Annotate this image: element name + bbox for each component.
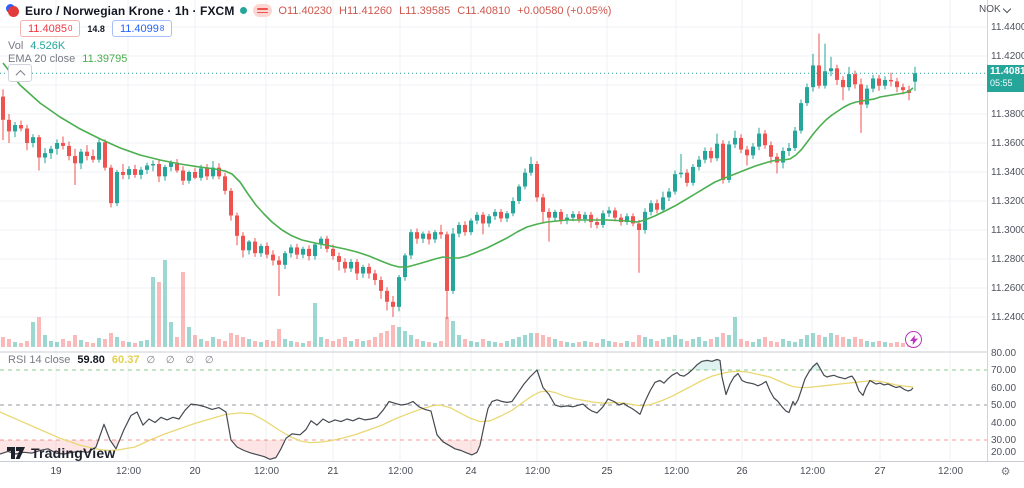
time-axis-label: 21 — [327, 466, 339, 477]
bid-ask-row: 11.4085 0 14.8 11.4099 8 — [20, 20, 173, 37]
ohlc-low: L11.39585 — [399, 4, 451, 17]
current-price-value: 11.40810 — [990, 66, 1024, 78]
rsi-axis-label: 40.00 — [991, 417, 1017, 429]
tradingview-logo[interactable]: TradingView — [7, 445, 115, 461]
ema-legend[interactable]: EMA 20 close 11.39795 — [8, 53, 127, 65]
price-axis-label: 11.32000 — [991, 196, 1024, 207]
price-axis-label: 11.44000 — [991, 22, 1024, 33]
tradingview-mark-icon — [7, 446, 25, 459]
volume-legend[interactable]: Vol 4.526K — [8, 40, 65, 52]
time-axis-label: 12:00 — [254, 466, 280, 477]
currency-label: NOK — [979, 4, 1001, 15]
rsi-axis-label: 60.00 — [991, 382, 1017, 394]
rsi-axis-label: 70.00 — [991, 365, 1017, 376]
price-axis-label: 11.34000 — [991, 167, 1024, 178]
buy-ask-button[interactable]: 11.4099 8 — [111, 20, 173, 37]
time-axis-label: 12:00 — [116, 466, 142, 477]
chevron-up-icon — [15, 69, 25, 80]
time-axis-label: 20 — [189, 466, 201, 477]
market-open-dot-icon — [240, 7, 248, 14]
volume-label: Vol — [8, 40, 24, 52]
tradingview-wordmark: TradingView — [31, 445, 116, 461]
spread-value: 14.8 — [87, 23, 105, 34]
time-axis-label: 12:00 — [800, 466, 826, 477]
ema-label: EMA 20 close — [8, 53, 76, 65]
rsi-ma-value: 60.37 — [111, 354, 140, 366]
time-axis-label: 25 — [601, 466, 613, 477]
bar-countdown: 05:55 — [990, 78, 1013, 89]
ohlc-readout: O11.40230 H11.41260 L11.39585 C11.40810 +0.0… — [278, 5, 618, 17]
ohlc-close: C11.40810 — [457, 4, 511, 17]
time-axis-label: 19 — [50, 466, 62, 477]
current-price-badge: 11.40810 05:55 — [987, 65, 1024, 93]
symbol-legend[interactable]: Euro / Norwegian Krone · 1h · FXCM O11.4… — [6, 3, 618, 18]
rsi-label: RSI 14 close — [8, 354, 71, 366]
time-axis-label: 12:00 — [938, 466, 964, 477]
time-axis-label: 12:00 — [388, 466, 414, 477]
rsi-value: 59.80 — [77, 354, 105, 366]
rsi-axis-label: 80.00 — [991, 347, 1017, 359]
price-axis-label: 11.38000 — [991, 109, 1024, 120]
rsi-axis-label: 50.00 — [991, 400, 1017, 411]
price-axis-label: 11.28000 — [991, 254, 1024, 265]
price-axis-label: 11.42000 — [991, 51, 1024, 62]
ask-price: 11.4099 — [119, 22, 159, 35]
ohlc-open: O11.40230 — [278, 4, 333, 17]
ask-price-sup: 8 — [159, 24, 165, 33]
time-axis-label: 12:00 — [664, 466, 690, 477]
time-axis-label: 24 — [465, 466, 477, 477]
time-axis-label: 27 — [874, 466, 886, 477]
ohlc-high: H11.41260 — [339, 4, 393, 17]
price-axis-label: 11.36000 — [991, 138, 1024, 149]
time-axis-label: 26 — [736, 466, 748, 477]
symbol-title[interactable]: Euro / Norwegian Krone · 1h · FXCM — [25, 3, 235, 18]
symbol-pair-icon — [6, 4, 19, 17]
time-axis[interactable] — [0, 461, 1024, 488]
currency-selector[interactable]: NOK — [979, 4, 1011, 15]
price-axis-label: 11.24000 — [991, 312, 1024, 323]
rsi-axis-label: 30.00 — [991, 435, 1017, 446]
sell-bid-button[interactable]: 11.4085 0 — [20, 20, 81, 37]
price-axis-label: 11.26000 — [991, 283, 1024, 294]
price-axis-label: 11.30000 — [991, 225, 1024, 236]
rsi-legend[interactable]: RSI 14 close 59.80 60.37 ∅ ∅ ∅ ∅ — [8, 354, 218, 366]
legend-lines-icon[interactable] — [253, 4, 273, 17]
bid-price: 11.4085 — [28, 22, 67, 35]
rsi-axis-label: 20.00 — [991, 447, 1017, 458]
time-axis-settings-gear-icon[interactable]: ⚙ — [1000, 466, 1011, 478]
chevron-down-icon — [1002, 4, 1011, 13]
collapse-legend-button[interactable] — [8, 64, 32, 82]
ohlc-change: +0.00580 (+0.05%) — [517, 4, 612, 17]
bid-price-sup: 0 — [67, 24, 73, 33]
volume-value: 4.526K — [30, 40, 66, 52]
rsi-null-values: ∅ ∅ ∅ ∅ — [146, 354, 218, 366]
instant-trading-bolt-icon[interactable] — [905, 331, 922, 348]
time-axis-label: 12:00 — [525, 466, 551, 477]
ema-value: 11.39795 — [82, 53, 128, 65]
